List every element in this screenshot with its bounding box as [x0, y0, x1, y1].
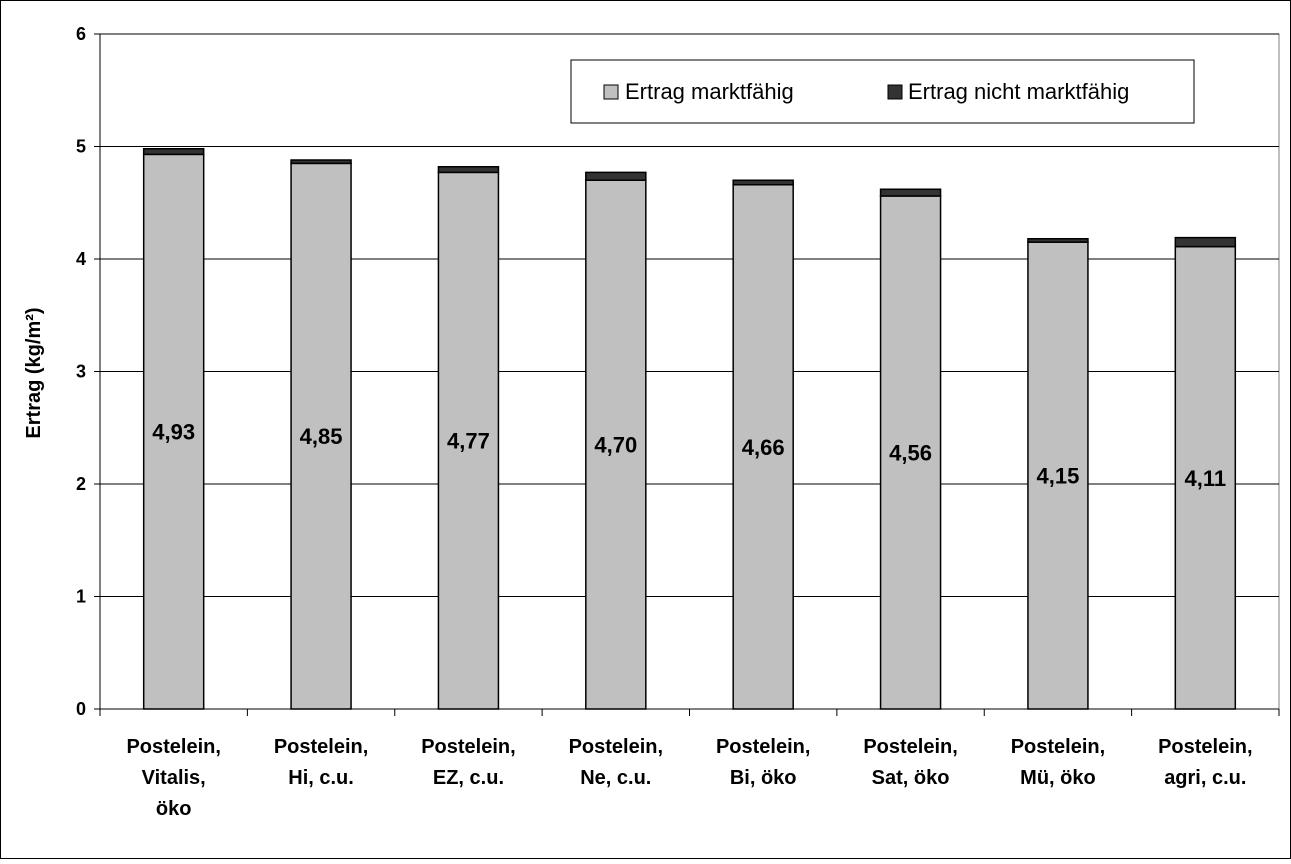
legend-swatch [603, 84, 619, 100]
bar-nicht-marktfaehig [1027, 238, 1089, 243]
category-label: Bi, öko [730, 767, 797, 789]
data-label: 4,66 [742, 435, 785, 460]
bar-nicht-marktfaehig [142, 148, 205, 156]
bar-marktfaehig [1174, 245, 1237, 710]
category-label: Postelein, [274, 736, 368, 758]
y-tick-label: 6 [76, 24, 86, 44]
category-label: öko [156, 798, 192, 820]
data-label: 4,56 [889, 441, 932, 466]
category-label: Postelein, [863, 736, 957, 758]
bar-nicht-marktfaehig [437, 166, 500, 174]
y-tick-label: 3 [76, 362, 86, 382]
legend-label: Ertrag marktfähig [625, 79, 794, 104]
bar-nicht-marktfaehig [290, 159, 352, 165]
bars [142, 148, 1237, 710]
legend: Ertrag marktfähig Ertrag nicht marktfähig [570, 59, 1195, 124]
bar-marktfaehig [732, 184, 794, 710]
labels: 0 1 2 3 4 5 6 4,93 Postelein, Vitalis, öko 4,85 Post… [76, 24, 1253, 820]
bar-nicht-marktfaehig [879, 188, 942, 197]
legend-label: Ertrag nicht marktfähig [908, 79, 1129, 104]
data-label: 4,70 [594, 433, 637, 458]
category-label: Postelein, [716, 736, 810, 758]
legend-swatch [887, 84, 903, 100]
y-tick-label: 5 [76, 137, 86, 157]
data-label: 4,77 [447, 429, 490, 454]
bar-nicht-marktfaehig [1174, 236, 1237, 248]
axes [94, 33, 1280, 716]
bar-nicht-marktfaehig [732, 179, 794, 186]
y-tick-label: 2 [76, 474, 86, 494]
bar-marktfaehig [142, 153, 205, 710]
category-label: Hi, c.u. [288, 767, 354, 789]
category-label: Ne, c.u. [580, 767, 651, 789]
category-label: Sat, öko [872, 767, 950, 789]
category-label: EZ, c.u. [433, 767, 504, 789]
y-axis-title: Ertrag (kg/m²) [23, 307, 45, 438]
y-tick-label: 0 [76, 699, 86, 719]
category-label: Postelein, [126, 736, 220, 758]
category-label: Postelein, [1011, 736, 1105, 758]
legend-box [570, 59, 1195, 124]
data-label: 4,11 [1185, 466, 1227, 491]
bar-marktfaehig [1027, 241, 1089, 710]
data-label: 4,85 [300, 424, 343, 449]
y-tick-label: 4 [76, 249, 86, 269]
bar-marktfaehig [437, 171, 500, 710]
category-label: Postelein, [1158, 736, 1252, 758]
data-label: 4,15 [1037, 464, 1080, 489]
category-label: agri, c.u. [1164, 767, 1246, 789]
category-label: Vitalis, [142, 767, 206, 789]
y-tick-label: 1 [76, 587, 86, 607]
category-label: Mü, öko [1020, 767, 1096, 789]
category-label: Postelein, [569, 736, 663, 758]
data-label: 4,93 [152, 420, 195, 445]
category-label: Postelein, [421, 736, 515, 758]
bar-nicht-marktfaehig [585, 171, 647, 181]
